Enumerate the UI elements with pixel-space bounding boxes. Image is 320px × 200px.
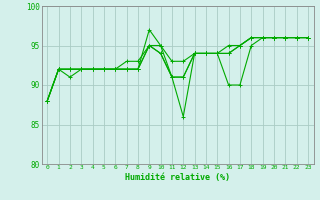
X-axis label: Humidité relative (%): Humidité relative (%) <box>125 173 230 182</box>
